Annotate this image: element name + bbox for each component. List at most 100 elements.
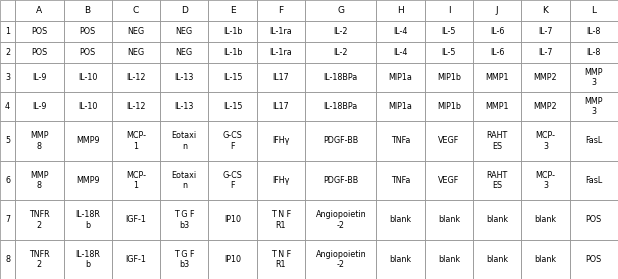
Text: IL-7: IL-7 <box>538 27 552 36</box>
Text: TNFa: TNFa <box>391 136 410 145</box>
Bar <box>473 0 522 21</box>
Text: IL-5: IL-5 <box>442 27 456 36</box>
Bar <box>15 62 64 92</box>
Bar <box>208 21 256 42</box>
Bar <box>473 42 522 62</box>
Bar <box>425 0 473 21</box>
Bar <box>376 62 425 92</box>
Bar <box>305 62 376 92</box>
Text: IL-1b: IL-1b <box>223 48 242 57</box>
Text: MIP1a: MIP1a <box>389 73 413 82</box>
Bar <box>376 200 425 240</box>
Bar <box>570 42 618 62</box>
Bar <box>425 240 473 279</box>
Bar <box>376 240 425 279</box>
Bar <box>256 62 305 92</box>
Text: TNFR
2: TNFR 2 <box>29 210 49 230</box>
Text: IL17: IL17 <box>273 102 289 111</box>
Text: blank: blank <box>535 255 557 264</box>
Bar <box>522 21 570 42</box>
Bar <box>64 161 112 200</box>
Text: 2: 2 <box>5 48 10 57</box>
Text: G-CS
F: G-CS F <box>222 131 242 151</box>
Text: TNFa: TNFa <box>391 176 410 185</box>
Text: 1: 1 <box>5 27 10 36</box>
Bar <box>425 42 473 62</box>
Text: MMP1: MMP1 <box>486 73 509 82</box>
Bar <box>0 240 15 279</box>
Text: POS: POS <box>80 48 96 57</box>
Bar <box>570 121 618 161</box>
Text: IL-18R
b: IL-18R b <box>75 250 100 269</box>
Bar <box>160 42 208 62</box>
Bar <box>0 21 15 42</box>
Text: RAHT
ES: RAHT ES <box>486 131 508 151</box>
Text: blank: blank <box>486 215 509 224</box>
Bar <box>64 92 112 121</box>
Bar <box>112 92 160 121</box>
Text: blank: blank <box>535 215 557 224</box>
Text: POS: POS <box>586 215 602 224</box>
Text: IL-12: IL-12 <box>126 73 146 82</box>
Bar <box>376 92 425 121</box>
Bar <box>15 161 64 200</box>
Bar <box>64 62 112 92</box>
Text: IL-12: IL-12 <box>126 102 146 111</box>
Text: MMP2: MMP2 <box>534 73 557 82</box>
Text: IL-15: IL-15 <box>223 73 242 82</box>
Bar <box>208 121 256 161</box>
Text: VEGF: VEGF <box>438 136 460 145</box>
Bar <box>15 92 64 121</box>
Text: blank: blank <box>389 215 412 224</box>
Text: IL-13: IL-13 <box>175 102 194 111</box>
Bar <box>208 161 256 200</box>
Text: IL-6: IL-6 <box>490 27 504 36</box>
Bar <box>473 200 522 240</box>
Text: B: B <box>85 6 91 15</box>
Text: MMP
3: MMP 3 <box>585 97 603 116</box>
Text: MIP1b: MIP1b <box>437 73 461 82</box>
Bar <box>112 200 160 240</box>
Text: 8: 8 <box>5 255 10 264</box>
Bar <box>473 21 522 42</box>
Bar <box>160 92 208 121</box>
Bar <box>305 0 376 21</box>
Bar <box>112 0 160 21</box>
Text: K: K <box>543 6 549 15</box>
Text: FasL: FasL <box>585 176 603 185</box>
Text: FasL: FasL <box>585 136 603 145</box>
Text: T N F
R1: T N F R1 <box>271 250 291 269</box>
Text: Angiopoietin
-2: Angiopoietin -2 <box>315 210 366 230</box>
Text: A: A <box>36 6 43 15</box>
Bar <box>425 121 473 161</box>
Bar <box>112 42 160 62</box>
Text: POS: POS <box>32 27 48 36</box>
Bar <box>0 62 15 92</box>
Text: POS: POS <box>80 27 96 36</box>
Text: IL-18BPa: IL-18BPa <box>324 102 358 111</box>
Bar <box>0 92 15 121</box>
Bar <box>570 92 618 121</box>
Bar <box>376 121 425 161</box>
Bar <box>473 240 522 279</box>
Text: Angiopoietin
-2: Angiopoietin -2 <box>315 250 366 269</box>
Text: MCP-
1: MCP- 1 <box>126 131 146 151</box>
Text: IL-5: IL-5 <box>442 48 456 57</box>
Text: blank: blank <box>438 215 460 224</box>
Bar <box>256 92 305 121</box>
Bar <box>256 42 305 62</box>
Text: IL-10: IL-10 <box>78 102 98 111</box>
Bar <box>256 161 305 200</box>
Text: MIP1a: MIP1a <box>389 102 413 111</box>
Text: IFHγ: IFHγ <box>272 176 290 185</box>
Text: J: J <box>496 6 499 15</box>
Bar <box>522 42 570 62</box>
Bar <box>570 0 618 21</box>
Text: IL-7: IL-7 <box>538 48 552 57</box>
Bar <box>0 200 15 240</box>
Bar <box>112 161 160 200</box>
Text: G: G <box>337 6 344 15</box>
Bar <box>160 200 208 240</box>
Bar <box>112 121 160 161</box>
Bar <box>305 200 376 240</box>
